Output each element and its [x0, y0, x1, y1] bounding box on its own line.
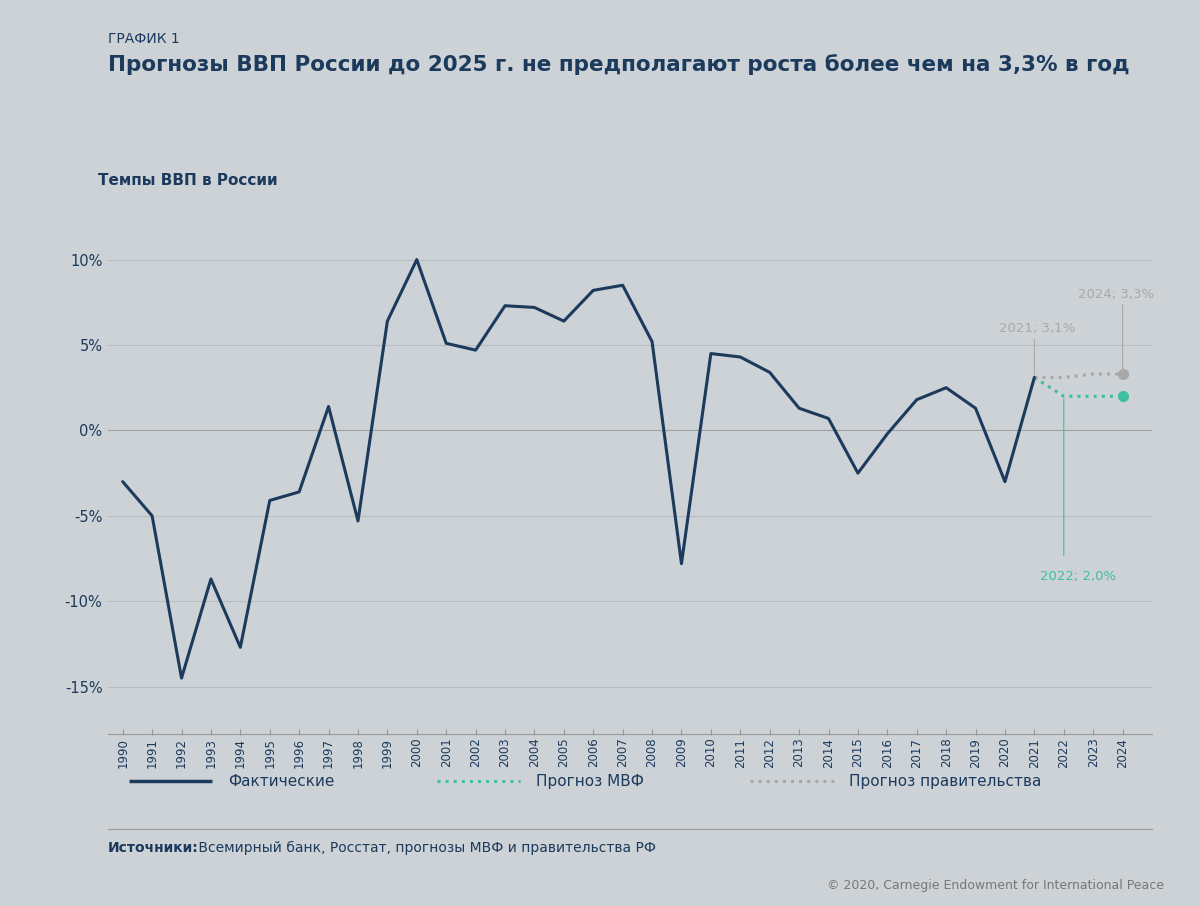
Text: Источники:: Источники:	[108, 841, 199, 854]
Text: Прогноз МВФ: Прогноз МВФ	[536, 774, 644, 789]
Text: ГРАФИК 1: ГРАФИК 1	[108, 32, 180, 45]
Text: 2021; 3,1%: 2021; 3,1%	[1000, 322, 1075, 335]
Text: 2022; 2,0%: 2022; 2,0%	[1040, 571, 1116, 583]
Text: Всемирный банк, Росстат, прогнозы МВФ и правительства РФ: Всемирный банк, Росстат, прогнозы МВФ и …	[194, 841, 656, 855]
Text: Темпы ВВП в России: Темпы ВВП в России	[97, 172, 277, 188]
Text: © 2020, Carnegie Endowment for International Peace: © 2020, Carnegie Endowment for Internati…	[827, 880, 1164, 892]
Text: 2024; 3,3%: 2024; 3,3%	[1079, 287, 1154, 301]
Text: Прогноз правительства: Прогноз правительства	[850, 774, 1042, 789]
Text: Прогнозы ВВП России до 2025 г. не предполагают роста более чем на 3,3% в год: Прогнозы ВВП России до 2025 г. не предпо…	[108, 54, 1129, 75]
Text: Фактические: Фактические	[228, 774, 335, 789]
